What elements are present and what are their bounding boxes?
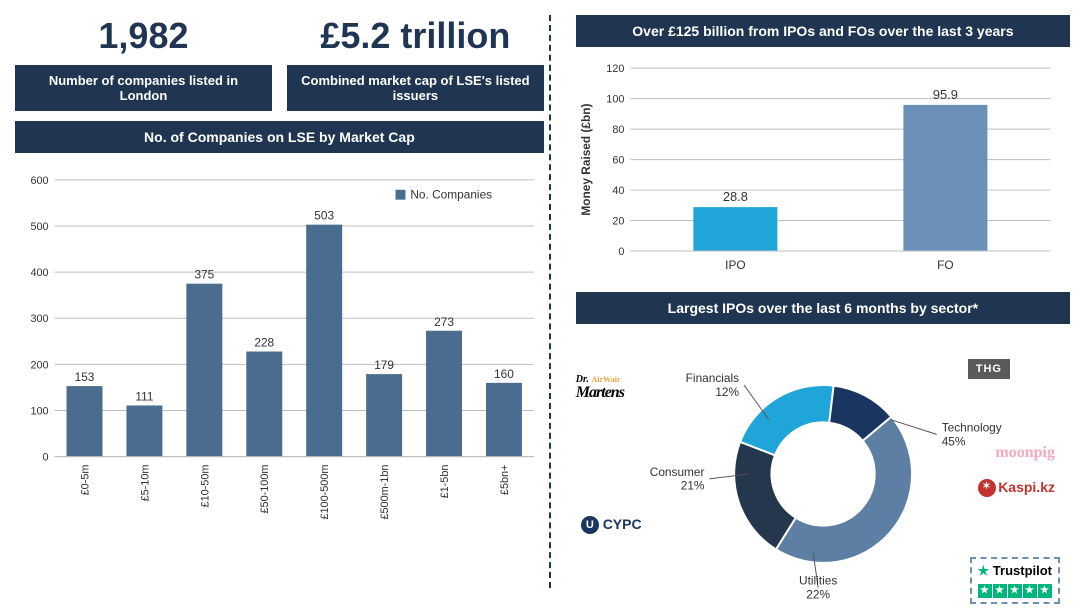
svg-text:Consumer: Consumer xyxy=(650,465,705,479)
svg-text:20: 20 xyxy=(612,215,624,227)
svg-text:228: 228 xyxy=(254,336,274,350)
logo-moonpig: moonpig xyxy=(995,444,1055,462)
logo-trustpilot: ★ Trustpilot ★★★★★ xyxy=(970,557,1061,604)
svg-text:95.9: 95.9 xyxy=(933,87,958,102)
svg-text:12%: 12% xyxy=(715,385,739,399)
svg-text:£50-100m: £50-100m xyxy=(259,465,271,514)
svg-text:60: 60 xyxy=(612,155,624,167)
money-chart: 0 20 40 60 80 100 120 Money Raised (£bn) 28.8 IPO… xyxy=(576,52,1070,282)
svg-text:£1-5bn: £1-5bn xyxy=(439,465,451,499)
bar-chart-title: No. of Companies on LSE by Market Cap xyxy=(15,121,544,153)
svg-text:40: 40 xyxy=(612,185,624,197)
svg-text:0: 0 xyxy=(43,452,49,464)
svg-text:£5-10m: £5-10m xyxy=(139,465,151,502)
svg-text:£100-500m: £100-500m xyxy=(319,465,331,520)
svg-text:120: 120 xyxy=(606,63,624,75)
stats-row: 1,982 Number of companies listed in Lond… xyxy=(15,15,544,111)
svg-text:21%: 21% xyxy=(681,479,705,493)
stat-companies: 1,982 Number of companies listed in Lond… xyxy=(15,15,272,111)
svg-text:0: 0 xyxy=(618,246,624,258)
svg-text:£0-5m: £0-5m xyxy=(79,465,91,496)
svg-text:160: 160 xyxy=(494,367,514,381)
svg-text:28.8: 28.8 xyxy=(723,189,748,204)
stat-marketcap: £5.2 trillion Combined market cap of LSE… xyxy=(287,15,544,111)
donut-title: Largest IPOs over the last 6 months by s… xyxy=(576,292,1070,324)
svg-text:300: 300 xyxy=(30,313,48,325)
logo-cypc: U CYPC xyxy=(581,516,642,534)
stat-marketcap-value: £5.2 trillion xyxy=(287,15,544,57)
logo-thg: THG xyxy=(968,359,1010,379)
stat-companies-label: Number of companies listed in London xyxy=(15,65,272,111)
stat-companies-value: 1,982 xyxy=(15,15,272,57)
svg-text:£10-50m: £10-50m xyxy=(199,465,211,508)
svg-text:IPO: IPO xyxy=(725,258,745,272)
svg-text:£500m-1bn: £500m-1bn xyxy=(379,465,391,520)
svg-text:100: 100 xyxy=(606,94,624,106)
svg-text:£5bn+: £5bn+ xyxy=(499,465,511,496)
svg-text:400: 400 xyxy=(30,267,48,279)
svg-text:111: 111 xyxy=(135,390,153,404)
stat-marketcap-label: Combined market cap of LSE's listed issu… xyxy=(287,65,544,111)
svg-text:45%: 45% xyxy=(942,434,966,448)
svg-text:153: 153 xyxy=(75,370,95,384)
svg-text:273: 273 xyxy=(434,315,454,329)
svg-text:100: 100 xyxy=(30,405,48,417)
logo-martens: Dr. AirWair Dr. Martens Martens xyxy=(576,374,624,401)
logo-kaspi: ✶Kaspi.kz xyxy=(978,479,1055,497)
svg-text:No. Companies: No. Companies xyxy=(410,188,492,202)
svg-text:80: 80 xyxy=(612,124,624,136)
svg-text:Money Raised (£bn): Money Raised (£bn) xyxy=(579,104,593,216)
donut-chart: Technology45% Utilities22% Consumer21% Fina… xyxy=(576,329,1070,609)
svg-text:22%: 22% xyxy=(806,587,830,601)
svg-text:179: 179 xyxy=(374,358,394,372)
svg-text:Utilities: Utilities xyxy=(799,574,837,588)
svg-text:503: 503 xyxy=(314,209,334,223)
svg-text:200: 200 xyxy=(30,359,48,371)
svg-text:600: 600 xyxy=(30,175,48,187)
svg-text:Technology: Technology xyxy=(942,420,1002,434)
bar-chart: 0 100 200 300 400 500 600 No. Companies 153 £0-5m… xyxy=(15,158,544,528)
svg-text:Financials: Financials xyxy=(685,371,738,385)
svg-text:FO: FO xyxy=(937,258,953,272)
column-divider xyxy=(549,15,551,588)
svg-text:500: 500 xyxy=(30,221,48,233)
money-chart-title: Over £125 billion from IPOs and FOs over… xyxy=(576,15,1070,47)
svg-text:375: 375 xyxy=(194,268,214,282)
